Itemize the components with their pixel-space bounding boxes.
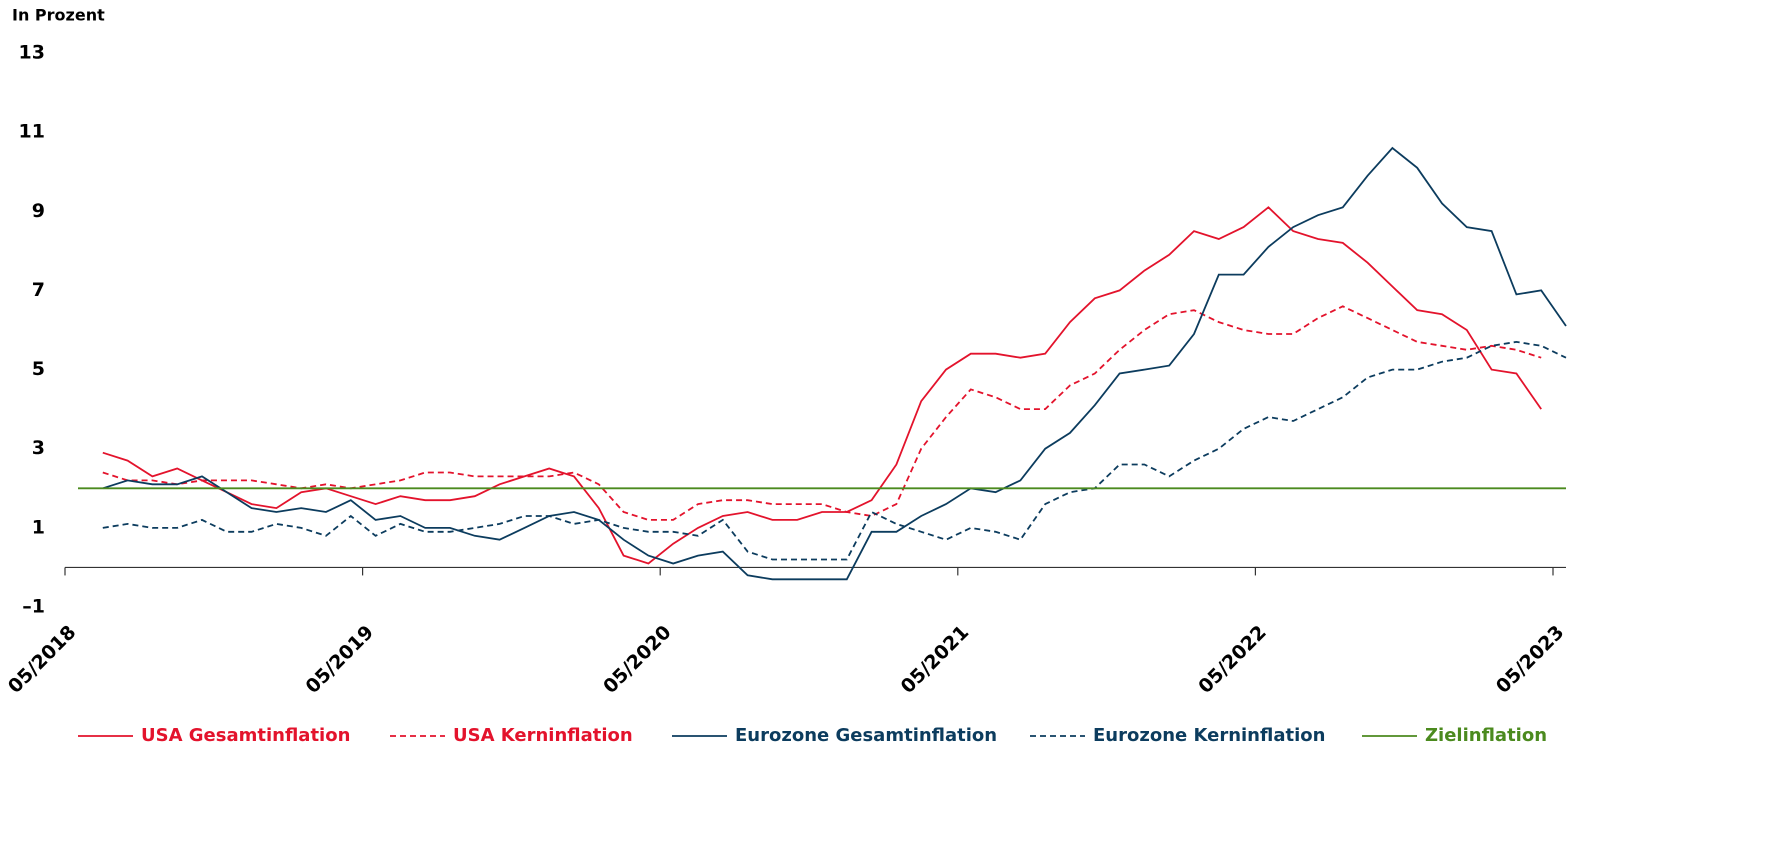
- series-line: [102, 146, 1567, 581]
- legend-label: USA Gesamtinflation: [141, 725, 350, 746]
- x-tick-label: 05/2021: [897, 621, 974, 698]
- y-axis-label: In Prozent: [12, 6, 105, 25]
- x-tick-label: 05/2023: [1492, 621, 1569, 698]
- series-line: [102, 206, 1542, 565]
- x-tick-label: 05/2022: [1194, 621, 1271, 698]
- y-tick-label: –1: [22, 596, 45, 618]
- x-tick-label: 05/2020: [599, 621, 676, 698]
- y-tick-label: 5: [32, 358, 45, 380]
- legend-label: USA Kerninflation: [453, 725, 633, 746]
- series-line: [102, 305, 1542, 521]
- y-tick-label: 13: [19, 42, 45, 64]
- y-tick-label: 1: [32, 516, 45, 538]
- legend-label: Eurozone Gesamtinflation: [735, 725, 997, 746]
- y-tick-label: 3: [32, 437, 45, 459]
- x-tick-label: 05/2018: [4, 621, 81, 698]
- y-tick-label: 9: [32, 200, 45, 222]
- y-tick-label: 7: [32, 279, 45, 301]
- x-tick-label: 05/2019: [301, 621, 378, 698]
- legend-label: Eurozone Kerninflation: [1093, 725, 1325, 746]
- legend-label: Zielinflation: [1425, 725, 1547, 746]
- y-tick-label: 11: [19, 121, 45, 143]
- series-line: [102, 340, 1567, 561]
